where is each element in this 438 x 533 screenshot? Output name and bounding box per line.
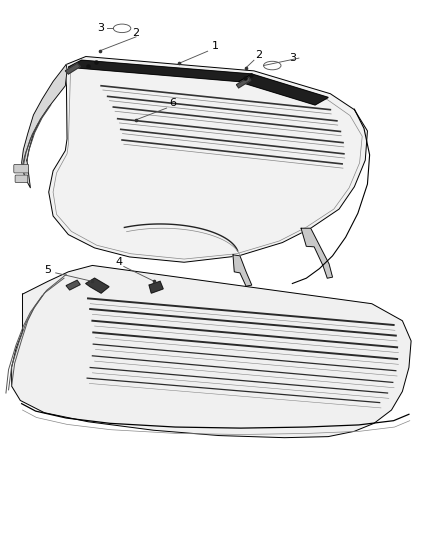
Polygon shape <box>149 281 163 293</box>
Polygon shape <box>233 255 252 286</box>
Polygon shape <box>65 63 80 74</box>
Polygon shape <box>68 60 252 82</box>
Text: 2: 2 <box>255 50 262 60</box>
Polygon shape <box>301 228 332 278</box>
Text: 5: 5 <box>44 265 51 274</box>
Polygon shape <box>86 278 109 293</box>
Polygon shape <box>239 74 328 105</box>
Text: 6: 6 <box>170 98 177 108</box>
Polygon shape <box>66 280 80 290</box>
Polygon shape <box>21 64 67 188</box>
Text: 4: 4 <box>116 257 123 267</box>
Polygon shape <box>49 56 367 262</box>
Text: 3: 3 <box>97 23 104 34</box>
Text: 3: 3 <box>289 53 296 63</box>
Polygon shape <box>12 265 411 438</box>
Polygon shape <box>237 77 251 88</box>
Text: 2: 2 <box>132 28 140 38</box>
FancyBboxPatch shape <box>15 175 28 182</box>
FancyBboxPatch shape <box>14 165 28 173</box>
Text: 1: 1 <box>212 41 219 51</box>
